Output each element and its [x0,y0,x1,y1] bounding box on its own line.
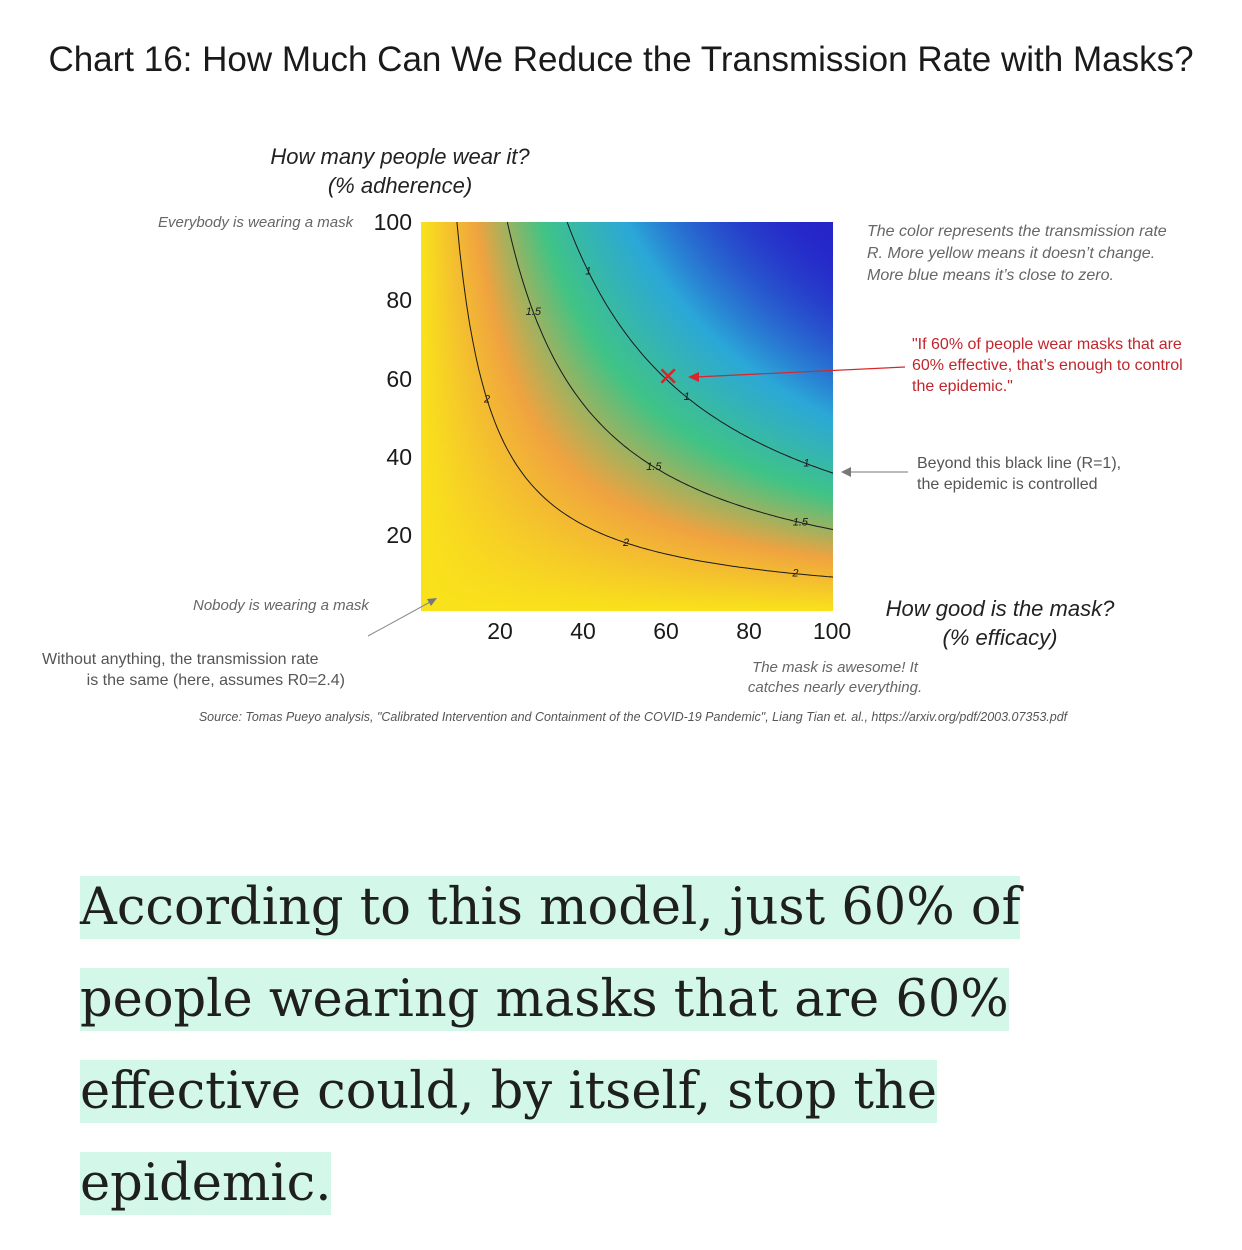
article-paragraph: According to this model, just 60% of peo… [80,862,1080,1230]
quote-arrow [694,366,906,378]
chart-graphics: 2 2 2 1.5 1.5 1.5 1 1 1 ✕ Source: Tomas Pueyo an… [199,221,1069,724]
y-axis-label: How many people wear it? (% adherence) [230,142,570,200]
contour-line [506,221,834,530]
nobody-arrow [367,600,433,637]
note-quote: "If 60% of people wear masks that are 60… [912,334,1183,397]
y-tick-label: 60 [386,366,412,392]
note-beyond-line2: the epidemic is controlled [917,476,1098,493]
contour-label: 1 [803,458,809,470]
contour-label: 1.5 [646,461,662,473]
y-axis-label-line1: How many people wear it? [270,144,530,169]
source-note: Source: Tomas Pueyo analysis, "Calibrate… [199,710,1069,724]
y-tick-label: 40 [386,444,412,470]
note-color-line3: More blue means it’s close to zero. [867,267,1114,284]
note-color-line2: R. More yellow means it doesn’t change. [867,245,1156,262]
x-axis-label-line1: How good is the mask? [885,596,1115,621]
contour-label: 1.5 [793,517,809,529]
contour-line [456,221,834,578]
contour-line [566,221,834,474]
y-axis-label-line2: (% adherence) [327,173,473,198]
x-axis-label: How good is the mask? (% efficacy) [860,594,1140,652]
highlight-marker: ✕ [657,363,679,393]
note-beyond: Beyond this black line (R=1), the epidem… [917,453,1121,495]
note-everybody: Everybody is wearing a mask [158,214,354,231]
note-without-line2: is the same (here, assumes R0=2.4) [86,672,345,689]
heatmap-surface [421,222,833,611]
beyond-arrowhead [841,467,851,477]
x-axis-label-line2: (% efficacy) [942,625,1058,650]
chart-title: Chart 16: How Much Can We Reduce the Tra… [48,40,1194,79]
y-tick-label: 80 [386,287,412,313]
contour-lines [456,221,834,578]
contour-label: 2 [622,537,629,549]
contour-label: 1 [585,266,591,278]
contour-label: 2 [791,568,798,580]
note-without: Without anything, the transmission rate … [42,649,345,691]
note-color-line1: The color represents the transmission ra… [867,223,1167,240]
contour-label: 2 [483,393,490,405]
x-tick-label: 20 [487,618,513,644]
x-tick-label: 40 [570,618,596,644]
quote-arrowhead [688,372,699,382]
y-tick-label: 100 [373,209,412,235]
x-tick-label: 100 [812,618,852,644]
note-nobody: Nobody is wearing a mask [193,597,369,614]
contour-label: 1.5 [526,306,542,318]
x-tick-label: 60 [653,618,679,644]
note-awesome-line1: The mask is awesome! It [752,659,918,676]
nobody-arrowhead [427,598,437,606]
note-color: The color represents the transmission ra… [867,221,1167,287]
note-beyond-line1: Beyond this black line (R=1), [917,455,1122,472]
y-tick-label: 20 [386,522,412,548]
note-awesome: The mask is awesome! It catches nearly e… [745,658,925,698]
contour-labels: 2 2 2 1.5 1.5 1.5 1 1 1 [483,266,810,580]
note-without-line1: Without anything, the transmission rate [42,651,319,668]
note-quote-line3: the epidemic." [912,378,1013,395]
note-quote-line1: "If 60% of people wear masks that are [912,336,1182,353]
article-text: According to this model, just 60% of peo… [80,876,1021,1215]
contour-label: 1 [684,391,690,403]
note-awesome-line2: catches nearly everything. [747,679,923,696]
note-quote-line2: 60% effective, that’s enough to control [912,357,1183,374]
x-tick-label: 80 [736,618,762,644]
